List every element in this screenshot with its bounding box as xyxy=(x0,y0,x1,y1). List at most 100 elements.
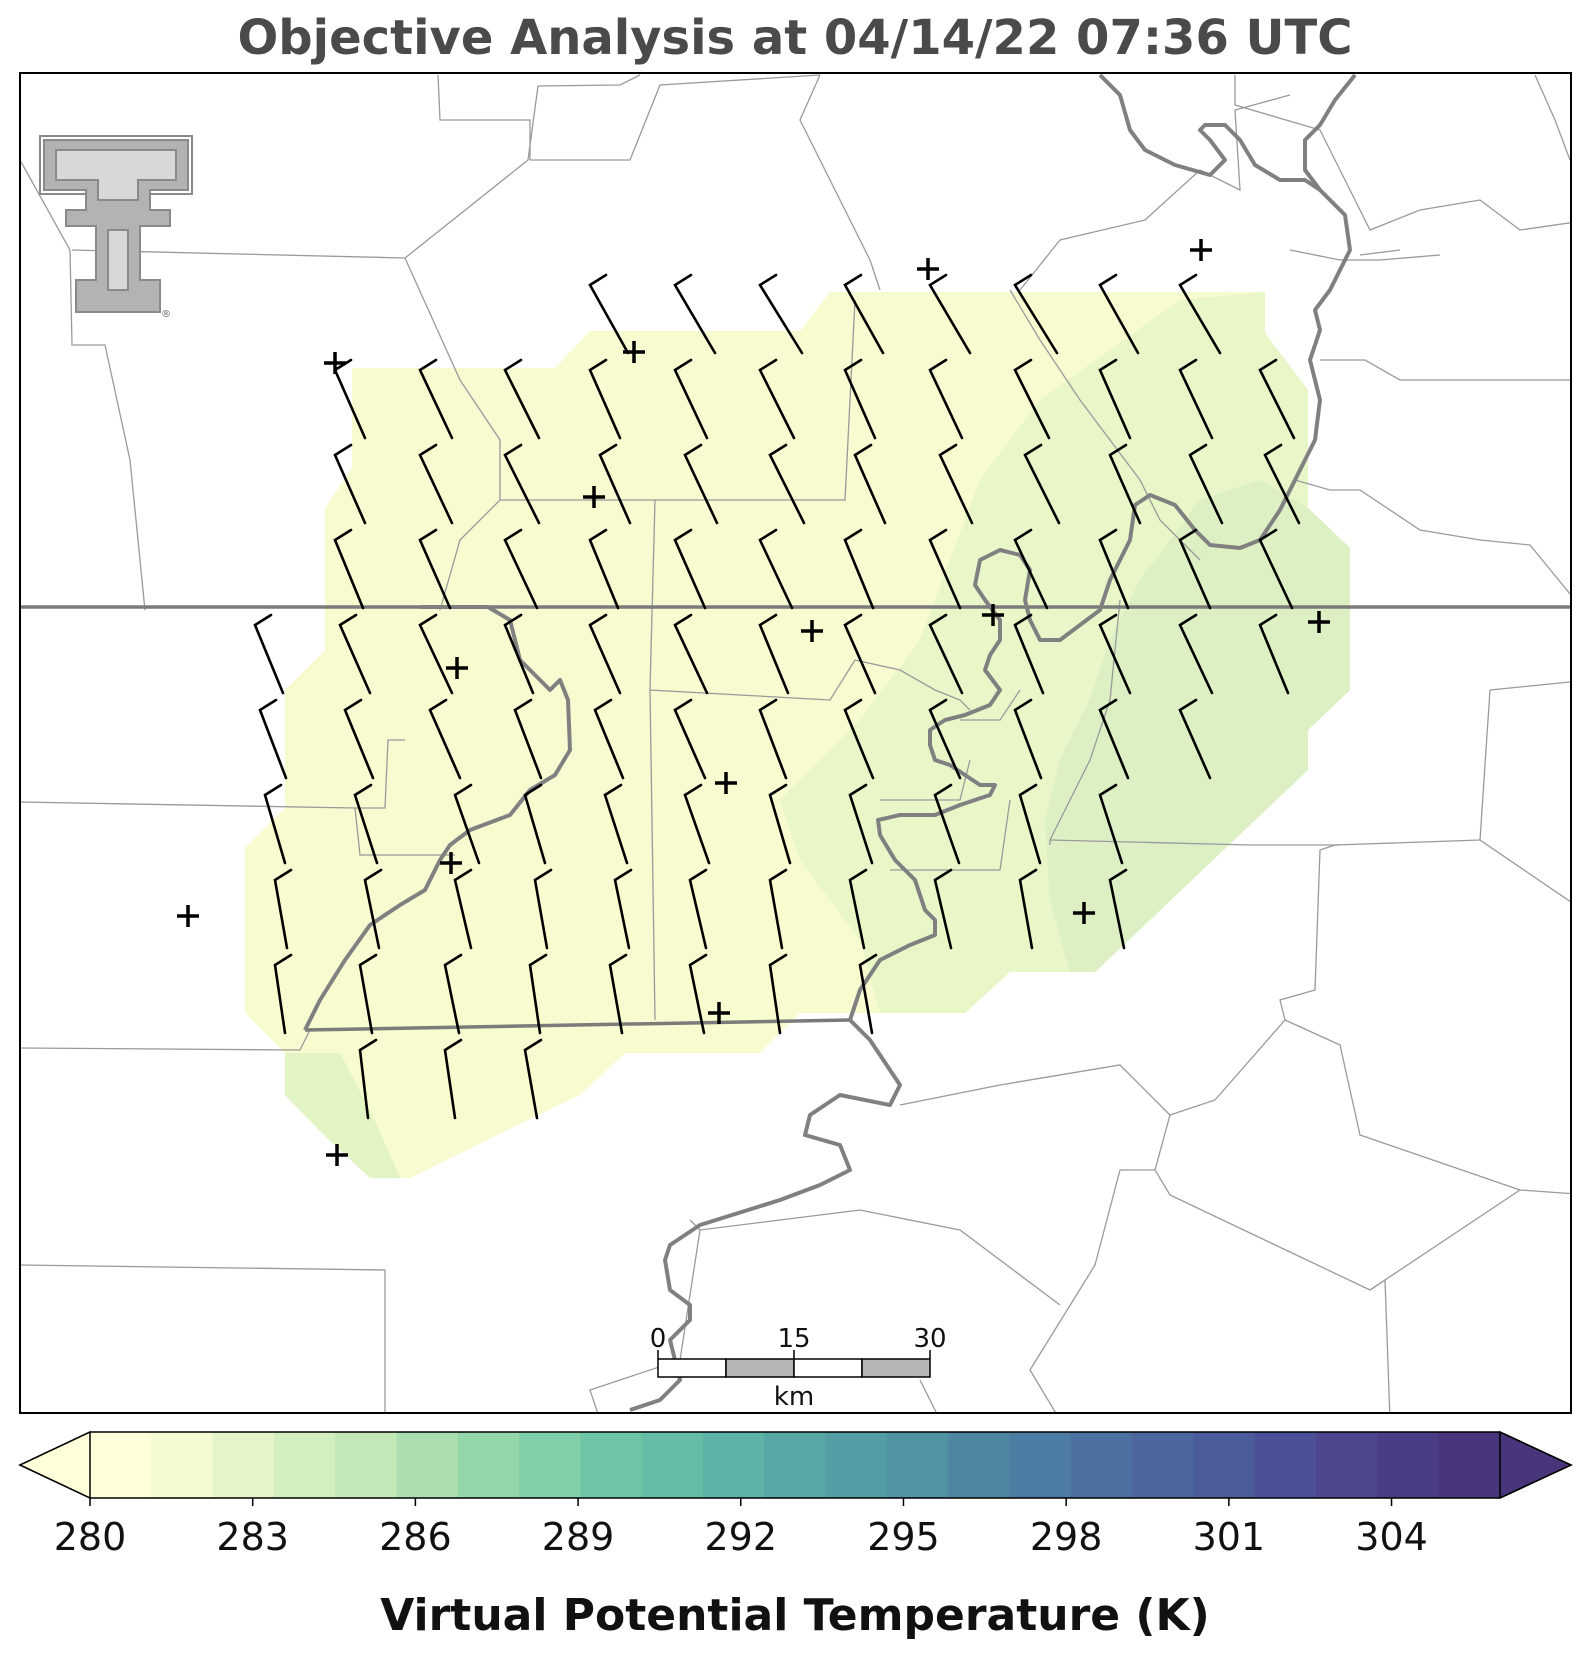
wind-barb xyxy=(523,783,547,865)
wind-barb xyxy=(848,868,868,950)
wind-barb xyxy=(673,613,709,695)
wind-barb xyxy=(758,273,804,355)
colorbar-tick-label: 301 xyxy=(1193,1515,1266,1559)
colorbar-cell xyxy=(1438,1432,1501,1498)
wind-barb xyxy=(333,443,367,525)
wind-barb xyxy=(338,613,372,695)
wind-barb xyxy=(1013,273,1059,355)
wind-barb xyxy=(613,868,633,950)
colorbar-cell xyxy=(519,1432,582,1498)
colorbar-cell xyxy=(151,1432,214,1498)
colorbar-cell xyxy=(825,1432,888,1498)
wind-barb xyxy=(453,868,473,950)
station-marker xyxy=(446,657,468,679)
wind-barb xyxy=(1013,613,1045,695)
wind-barbs xyxy=(253,273,1301,1120)
station-marker xyxy=(177,905,199,927)
colorbar-outline xyxy=(18,1431,1573,1499)
wind-barb xyxy=(688,953,708,1035)
wind-barb xyxy=(768,783,792,865)
wind-barb xyxy=(273,868,293,950)
wind-barb xyxy=(683,783,711,865)
texas-tech-logo: ® xyxy=(39,135,193,320)
wind-barb xyxy=(443,953,463,1035)
colorbar-cell xyxy=(1316,1432,1378,1498)
wind-barb xyxy=(848,783,874,865)
wind-barb xyxy=(593,698,625,780)
wind-barb xyxy=(1108,868,1128,950)
wind-barb xyxy=(1258,613,1290,695)
wind-barb xyxy=(758,698,788,780)
station-marker xyxy=(1190,239,1212,261)
wind-barb xyxy=(443,1038,463,1120)
wind-barb xyxy=(258,698,288,780)
wind-barb xyxy=(758,528,794,610)
wind-barb xyxy=(673,358,709,440)
wind-barb xyxy=(263,783,287,865)
colorbar-tick-label: 304 xyxy=(1355,1515,1428,1559)
wind-barb xyxy=(1018,868,1038,950)
wind-barb xyxy=(428,698,462,780)
wind-barb xyxy=(1013,698,1043,780)
colorbar-tick-label: 289 xyxy=(542,1515,615,1559)
map-title: Objective Analysis at 04/14/22 07:36 UTC xyxy=(237,10,1353,66)
colorbar-cell xyxy=(457,1432,520,1498)
station-marker xyxy=(982,604,1004,626)
wind-barb xyxy=(588,528,620,610)
wind-barb xyxy=(598,443,632,525)
wind-barb xyxy=(528,953,548,1035)
wind-barb xyxy=(673,528,707,610)
scale-label-15: 15 xyxy=(777,1324,810,1354)
scale-label-0: 0 xyxy=(650,1324,667,1354)
scale-label-30: 30 xyxy=(913,1324,946,1354)
wind-barb xyxy=(938,443,974,525)
wind-barb xyxy=(1258,358,1296,440)
wind-barb xyxy=(453,783,481,865)
colorbar-cell xyxy=(1132,1432,1195,1498)
colorbar-extend-min xyxy=(18,1430,91,1500)
wind-barb xyxy=(1178,698,1212,780)
wind-barb xyxy=(1178,273,1222,355)
wind-barb xyxy=(363,868,383,950)
wind-barb xyxy=(853,443,887,525)
wind-barb xyxy=(1098,528,1130,610)
colorbar-tick-label: 283 xyxy=(216,1515,289,1559)
wind-barb xyxy=(843,358,877,440)
shading-band-282b xyxy=(285,1053,400,1178)
wind-barb xyxy=(1098,698,1130,780)
station-marker xyxy=(708,1002,730,1024)
colorbar-tick-label: 286 xyxy=(379,1515,452,1559)
wind-barb xyxy=(588,358,622,440)
wind-barb xyxy=(608,953,628,1035)
station-markers xyxy=(177,239,1330,1166)
shading-band-283 xyxy=(1045,480,1350,972)
colorbar-cell xyxy=(1377,1432,1440,1498)
state-border-south xyxy=(304,1018,851,1032)
wind-barb xyxy=(933,783,961,865)
wind-barb xyxy=(503,528,539,610)
wind-barb xyxy=(928,273,972,355)
colorbar-cell xyxy=(90,1432,152,1498)
wind-barb xyxy=(503,358,541,440)
wind-barb xyxy=(768,868,788,950)
station-marker xyxy=(326,1144,348,1166)
map-frame xyxy=(19,72,1572,1414)
wind-barb xyxy=(1013,358,1051,440)
rivers xyxy=(303,73,1357,1412)
station-marker xyxy=(1073,902,1095,924)
wind-barb xyxy=(1098,783,1124,865)
station-marker xyxy=(324,352,346,374)
wind-barb xyxy=(358,1038,378,1120)
station-marker xyxy=(623,341,645,363)
wind-barb xyxy=(418,358,454,440)
colorbar-cell xyxy=(886,1432,949,1498)
colorbar-cell xyxy=(641,1432,704,1498)
wind-barb xyxy=(418,613,454,695)
wind-barb xyxy=(273,953,293,1035)
colorbar-tick-label: 298 xyxy=(1030,1515,1103,1559)
station-marker xyxy=(1308,611,1330,633)
colorbar: 280 283 286 289 292 295 298 301 304 xyxy=(18,1430,1573,1559)
wind-barb xyxy=(253,613,285,695)
county-boundaries xyxy=(20,74,1571,1413)
wind-barb xyxy=(1178,613,1214,695)
